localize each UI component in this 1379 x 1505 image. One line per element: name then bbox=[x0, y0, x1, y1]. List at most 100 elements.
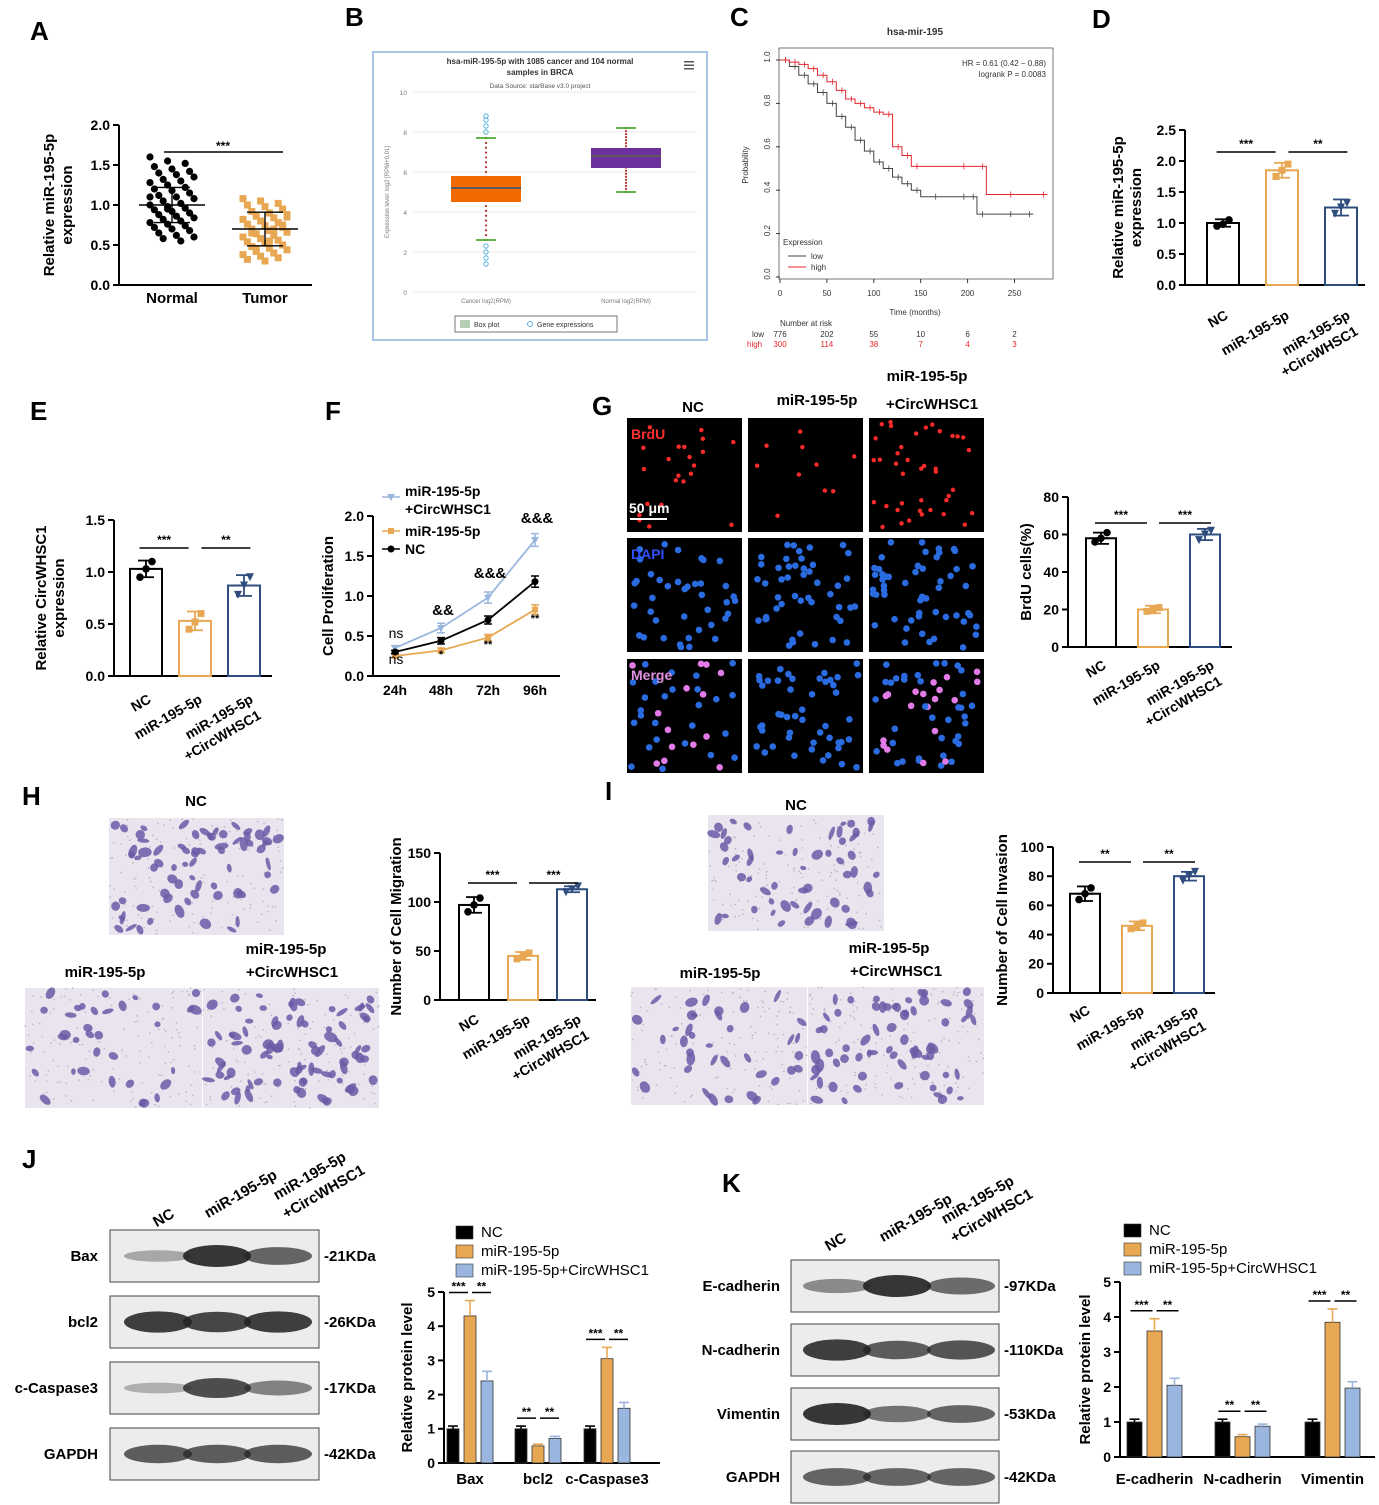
cell bbox=[966, 611, 974, 619]
pore bbox=[972, 999, 974, 1002]
pore bbox=[124, 854, 127, 856]
pore bbox=[854, 1000, 857, 1003]
pore bbox=[211, 1046, 214, 1049]
pore bbox=[163, 1045, 166, 1048]
pore bbox=[953, 991, 955, 993]
data-point bbox=[239, 233, 247, 241]
pore bbox=[112, 1067, 114, 1070]
pore bbox=[939, 1091, 941, 1093]
stained-cell bbox=[354, 1004, 366, 1011]
tile-background bbox=[25, 988, 202, 1108]
risk-high: 114 bbox=[821, 340, 834, 349]
pore bbox=[947, 1066, 949, 1068]
pore bbox=[891, 999, 894, 1002]
legend-label: NC bbox=[405, 541, 425, 557]
stained-cell bbox=[365, 1003, 375, 1014]
x-tick-label: 50 bbox=[822, 289, 831, 298]
tile-background bbox=[748, 659, 863, 773]
annotation-lower: ** bbox=[531, 613, 540, 625]
stained-cell bbox=[345, 1084, 355, 1094]
pore bbox=[646, 1010, 649, 1012]
pore bbox=[299, 1039, 301, 1042]
pore bbox=[240, 1080, 242, 1082]
blot-row-label: GAPDH bbox=[44, 1446, 98, 1463]
cell bbox=[816, 729, 824, 736]
pore bbox=[845, 1084, 848, 1087]
data-point bbox=[181, 159, 189, 167]
panel-label-g: G bbox=[592, 391, 612, 421]
y-tick-label: 2.0 bbox=[1157, 153, 1177, 169]
pore bbox=[934, 1017, 936, 1020]
cell bbox=[681, 585, 689, 593]
cell bbox=[930, 679, 937, 686]
pore bbox=[910, 1096, 913, 1099]
stained-cell bbox=[120, 824, 129, 833]
pore bbox=[862, 927, 864, 930]
stained-cell bbox=[214, 1031, 223, 1041]
pore bbox=[178, 1036, 181, 1038]
data-point bbox=[150, 206, 158, 214]
stained-cell bbox=[231, 1040, 243, 1046]
pore bbox=[270, 1014, 273, 1017]
pore bbox=[925, 1052, 927, 1055]
cell bbox=[637, 707, 645, 714]
pore bbox=[757, 1006, 759, 1009]
pore bbox=[125, 1055, 128, 1057]
pore bbox=[262, 1029, 265, 1031]
blot-row-label: Vimentin bbox=[717, 1406, 780, 1423]
cell bbox=[882, 678, 889, 686]
stained-cell bbox=[886, 1022, 897, 1033]
cell bbox=[674, 546, 682, 554]
pore bbox=[210, 1015, 212, 1017]
panel-i-invasion-images: NC miR-195-5p miR-195-5p +CircWHSC1 bbox=[680, 797, 942, 982]
significance-label: ** bbox=[221, 533, 231, 547]
cell bbox=[631, 579, 639, 587]
stained-cell bbox=[83, 1023, 93, 1033]
image-tile-brdu bbox=[627, 418, 742, 532]
pore bbox=[820, 987, 823, 989]
cell bbox=[834, 582, 842, 589]
stained-cell bbox=[77, 1066, 90, 1076]
pore bbox=[852, 1010, 855, 1013]
pore bbox=[937, 1002, 939, 1005]
y-axis-label: Relative miR-195-5p bbox=[1110, 136, 1127, 279]
cell bbox=[872, 696, 879, 703]
data-point bbox=[265, 227, 273, 235]
pore bbox=[200, 1013, 203, 1016]
pore bbox=[49, 1012, 52, 1015]
stained-cell bbox=[233, 888, 243, 899]
pore bbox=[738, 861, 741, 863]
pore bbox=[852, 1004, 854, 1006]
panel-b-menu-icon[interactable] bbox=[684, 61, 694, 70]
pore bbox=[92, 989, 95, 992]
pore bbox=[169, 1095, 172, 1098]
stained-cell bbox=[868, 820, 874, 832]
stained-cell bbox=[39, 1094, 51, 1105]
pore bbox=[796, 1103, 798, 1105]
pore bbox=[216, 833, 219, 836]
panel-c-survival: hsa-mir-195 Probability Time (months) HR… bbox=[741, 27, 1054, 349]
pore bbox=[118, 920, 121, 923]
pore bbox=[327, 1079, 330, 1081]
pore bbox=[89, 1075, 92, 1077]
cell bbox=[628, 763, 635, 771]
pore bbox=[298, 1048, 301, 1051]
pore bbox=[150, 1092, 153, 1094]
cell bbox=[806, 568, 813, 575]
cell bbox=[921, 463, 927, 469]
data-point bbox=[1278, 166, 1286, 174]
cell bbox=[722, 730, 729, 737]
pore bbox=[230, 1085, 233, 1088]
cell bbox=[891, 725, 899, 733]
data-point bbox=[240, 581, 248, 590]
data-point bbox=[146, 193, 154, 201]
pore bbox=[256, 820, 259, 823]
cell bbox=[769, 743, 777, 750]
cell bbox=[900, 471, 906, 476]
pore bbox=[46, 1091, 48, 1094]
image-tile-brdu bbox=[748, 418, 863, 532]
cell bbox=[888, 423, 894, 429]
pore bbox=[304, 998, 306, 1001]
pore bbox=[205, 1083, 207, 1086]
